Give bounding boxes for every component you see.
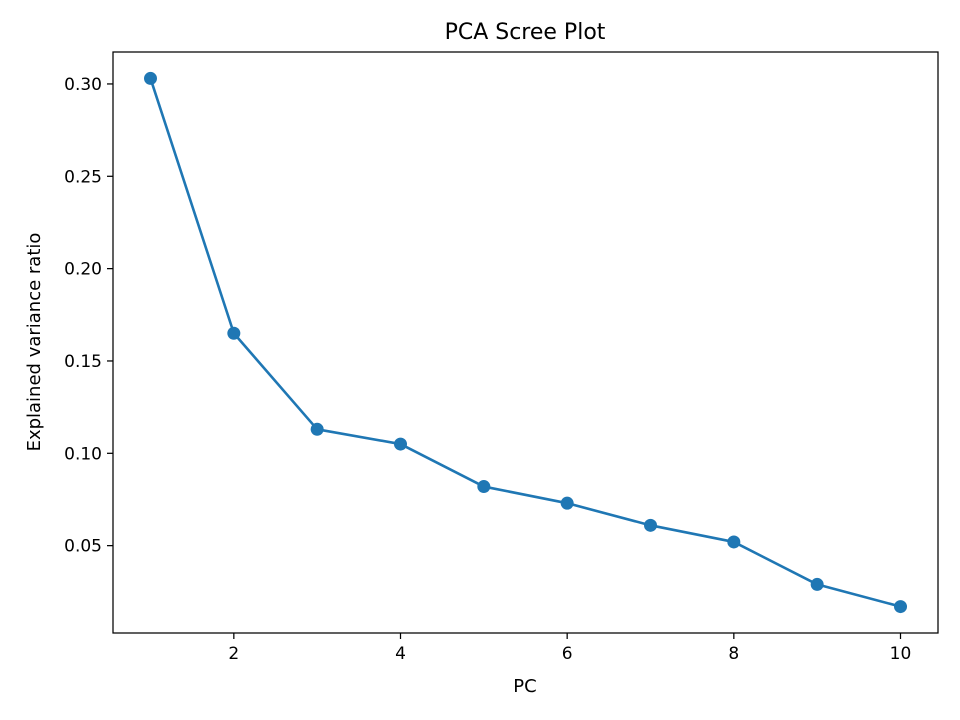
x-tick-label: 4: [395, 644, 406, 664]
x-tick-label: 6: [562, 644, 573, 664]
x-axis: 2 4 6 8 10: [228, 633, 911, 664]
x-tick-label: 2: [228, 644, 239, 664]
y-tick-label: 0.10: [64, 444, 102, 464]
x-tick-label: 10: [890, 644, 912, 664]
y-tick-label: 0.15: [64, 352, 102, 372]
series-line: [149, 78, 901, 608]
y-tick-label: 0.05: [64, 537, 102, 557]
y-axis: 0.05 0.10 0.15 0.20 0.25 0.30: [64, 75, 113, 557]
x-tick-label: 8: [728, 644, 739, 664]
data-point: [227, 326, 241, 340]
data-point: [560, 496, 574, 510]
y-axis-label: Explained variance ratio: [24, 233, 45, 452]
chart-title: PCA Scree Plot: [445, 20, 606, 45]
x-axis-label: PC: [513, 676, 536, 697]
plot-area: [144, 71, 907, 614]
data-point: [727, 535, 741, 549]
data-point: [894, 600, 907, 614]
data-point: [477, 480, 491, 494]
data-point: [644, 518, 657, 532]
y-tick-label: 0.25: [64, 167, 102, 187]
axes-frame: [112, 51, 939, 634]
y-tick-label: 0.20: [64, 260, 102, 280]
data-point: [310, 422, 324, 436]
data-point: [144, 71, 157, 85]
data-point: [810, 577, 824, 591]
y-tick-label: 0.30: [64, 75, 102, 95]
data-point: [394, 437, 407, 451]
